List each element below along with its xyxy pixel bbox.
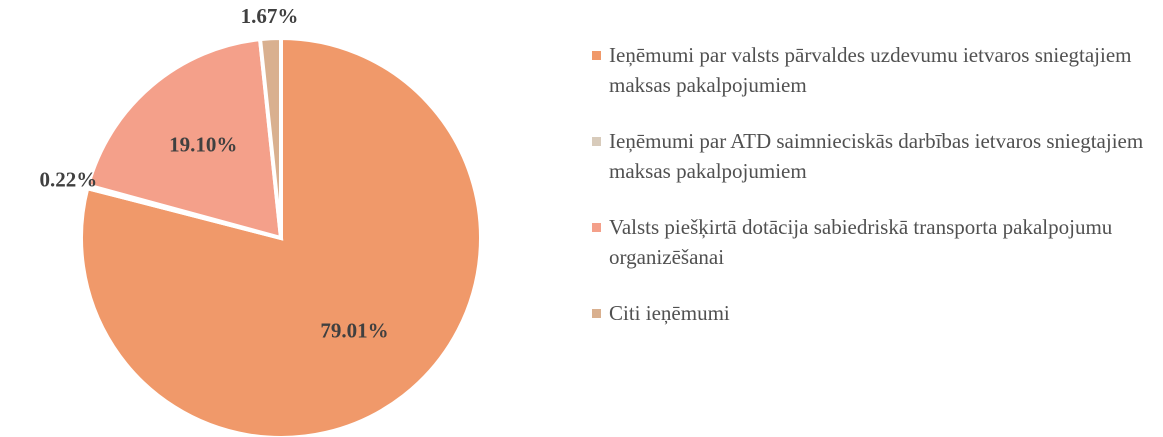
pie-slice — [85, 36, 284, 241]
legend-swatch — [592, 51, 601, 60]
chart: 79.01% 0.22% 19.10% 1.67% — [39, 4, 483, 437]
legend-item: Ieņēmumi par ATD saimnieciskās darbības … — [592, 126, 1163, 186]
legend-item: Ieņēmumi par valsts pārvaldes uzdevumu i… — [592, 40, 1163, 100]
pie-slice — [257, 35, 283, 239]
legend-label: Citi ieņēmumi — [609, 301, 730, 325]
legend: Ieņēmumi par valsts pārvaldes uzdevumu i… — [592, 40, 1163, 354]
data-label: 1.67% — [241, 4, 299, 28]
legend-label: Ieņēmumi par valsts pārvaldes uzdevumu i… — [609, 43, 1132, 97]
legend-swatch — [592, 309, 601, 318]
legend-label: Valsts piešķirtā dotācija sabiedriskā tr… — [609, 215, 1113, 269]
legend-item: Valsts piešķirtā dotācija sabiedriskā tr… — [592, 212, 1163, 272]
legend-swatch — [592, 223, 601, 232]
legend-item: Citi ieņēmumi — [592, 298, 1163, 328]
data-label: 19.10% — [169, 132, 237, 156]
data-label: 79.01% — [320, 319, 388, 343]
data-label: 0.22% — [39, 167, 97, 191]
legend-label: Ieņēmumi par ATD saimnieciskās darbības … — [609, 129, 1144, 183]
legend-swatch — [592, 137, 601, 146]
